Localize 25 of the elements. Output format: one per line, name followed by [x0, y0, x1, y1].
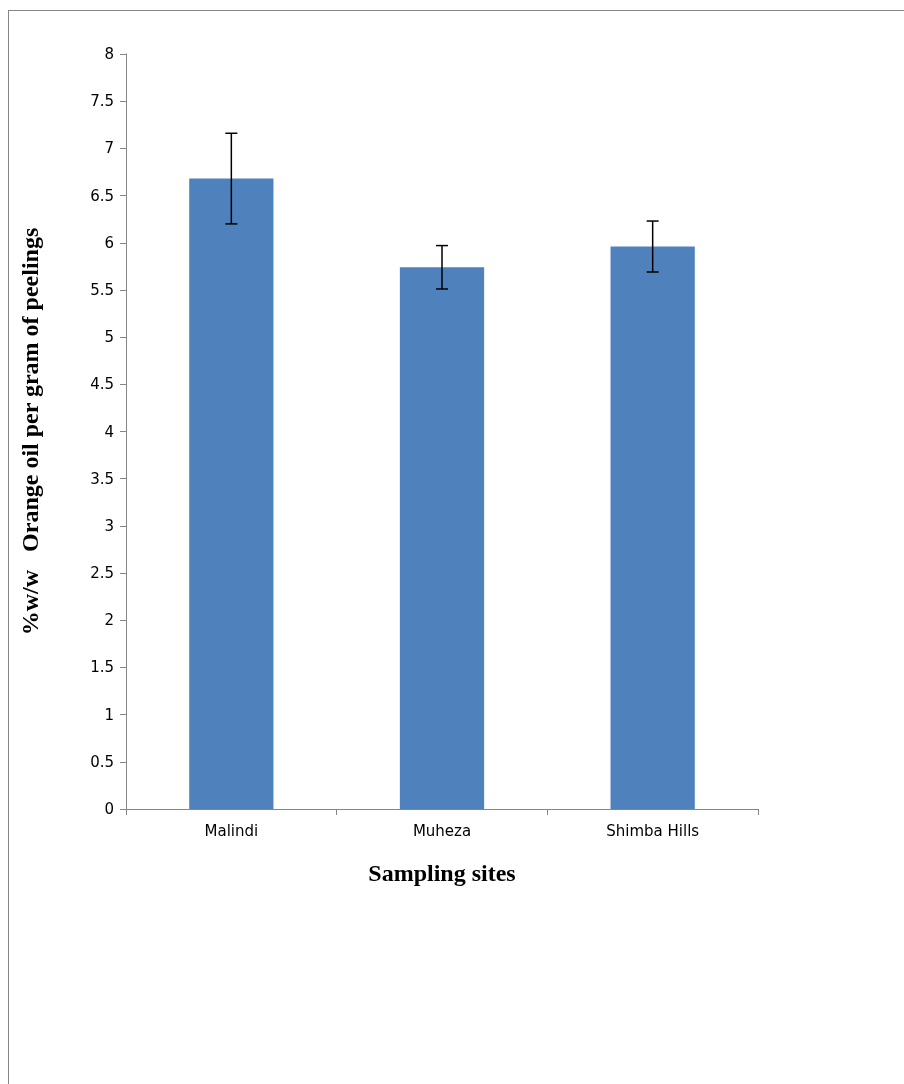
- y-tick-label: 2: [104, 611, 114, 630]
- y-tick-label: 6: [104, 233, 114, 252]
- bar: [189, 178, 274, 809]
- y-tick-label: 1.5: [90, 658, 114, 677]
- x-tick-label: Shimba Hills: [606, 821, 700, 840]
- y-tick-label: 7.5: [90, 92, 114, 111]
- x-tick-label: Muheza: [412, 821, 472, 840]
- y-tick-label: 8: [104, 45, 114, 63]
- y-tick-label: 4.5: [90, 375, 114, 394]
- y-tick-label: 3: [104, 516, 114, 535]
- y-tick-label: 3.5: [90, 469, 114, 488]
- y-axis-title: %w/w Orange oil per gram of peelings: [17, 227, 43, 636]
- x-tick-label: Malindi: [204, 821, 259, 840]
- y-tick-label: 5.5: [90, 280, 114, 299]
- y-tick-label: 1: [104, 705, 114, 724]
- y-tick-label: 6.5: [90, 186, 114, 205]
- y-tick-label: 4: [104, 422, 114, 441]
- bar: [610, 246, 695, 809]
- x-axis-title: Sampling sites: [368, 860, 516, 886]
- y-tick-label: 2.5: [90, 564, 114, 583]
- y-tick-label: 0: [104, 800, 114, 818]
- bar: [399, 267, 485, 809]
- y-tick-label: 5: [104, 328, 114, 347]
- y-tick-label: 7: [104, 139, 114, 158]
- y-tick-label: 0.5: [90, 752, 114, 771]
